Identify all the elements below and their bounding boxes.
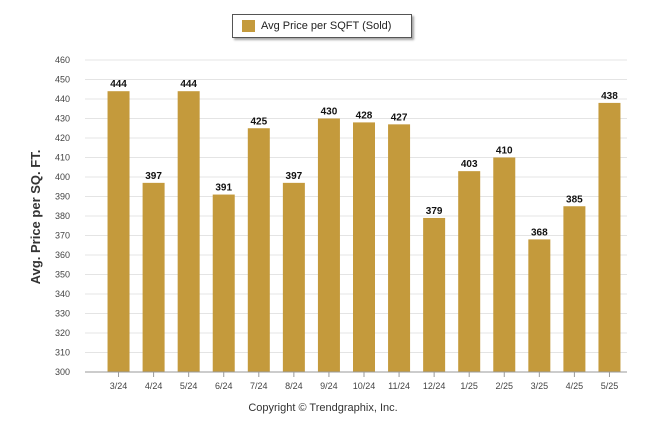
data-label: 427 <box>391 112 408 123</box>
x-tick-label: 12/24 <box>423 381 446 391</box>
bar-3-24 <box>107 91 130 372</box>
x-tick-label: 10/24 <box>353 381 376 391</box>
data-label: 397 <box>286 171 303 182</box>
data-label: 430 <box>321 107 338 118</box>
bar-5-25 <box>598 102 621 373</box>
data-label: 428 <box>356 110 373 121</box>
y-tick-label: 460 <box>55 55 70 65</box>
legend-label: Avg Price per SQFT (Sold) <box>261 20 392 32</box>
y-axis-ticks: 300 310 320 330 340 350 360 370 380 390 400 410 420 4… <box>55 55 70 377</box>
data-label: 444 <box>180 79 197 90</box>
y-tick-label: 390 <box>55 192 70 202</box>
bar-2-25 <box>493 157 516 372</box>
bar-5-24 <box>177 91 200 372</box>
y-axis-title: Avg. Price per SQ. FT. <box>28 150 43 285</box>
bar-4-25 <box>563 206 586 372</box>
data-label: 444 <box>110 79 127 90</box>
data-label: 397 <box>145 171 162 182</box>
y-tick-label: 310 <box>55 348 70 358</box>
x-tick-label: 8/24 <box>285 381 303 391</box>
data-label: 368 <box>531 227 548 238</box>
legend: Avg Price per SQFT (Sold) <box>232 14 412 38</box>
bar-12-24 <box>423 217 446 372</box>
x-tick-label: 9/24 <box>320 381 338 391</box>
x-tick-label: 1/25 <box>460 381 478 391</box>
bars: 444 397 444 391 425 397 430 428 427 379 403 410 368 3… <box>107 79 621 373</box>
y-tick-label: 370 <box>55 231 70 241</box>
y-tick-label: 400 <box>55 172 70 182</box>
x-tick-label: 3/25 <box>531 381 549 391</box>
data-label: 385 <box>566 194 583 205</box>
x-tick-label: 4/25 <box>566 381 584 391</box>
legend-swatch <box>242 20 255 32</box>
copyright-footer: Copyright © Trendgraphix, Inc. <box>248 402 398 414</box>
bar-4-24 <box>142 182 165 372</box>
x-tick-label: 11/24 <box>388 381 410 391</box>
y-tick-label: 300 <box>55 367 70 377</box>
y-tick-label: 420 <box>55 133 70 143</box>
bar-11-24 <box>388 124 411 372</box>
y-tick-label: 360 <box>55 250 70 260</box>
data-label: 379 <box>426 206 443 217</box>
x-tick-label: 6/24 <box>215 381 233 391</box>
bar-10-24 <box>353 122 375 373</box>
bar-3-25 <box>528 239 551 372</box>
y-tick-label: 430 <box>55 114 70 124</box>
bar-1-25 <box>458 171 481 372</box>
data-label: 391 <box>215 183 232 194</box>
y-tick-label: 330 <box>55 309 70 319</box>
data-label: 403 <box>461 159 478 170</box>
bar-9-24 <box>317 118 340 372</box>
y-tick-label: 350 <box>55 270 70 280</box>
x-tick-label: 2/25 <box>496 381 514 391</box>
data-label: 425 <box>250 116 267 127</box>
y-tick-label: 320 <box>55 328 70 338</box>
y-tick-label: 380 <box>55 211 70 221</box>
y-tick-label: 340 <box>55 289 70 299</box>
x-tick-label: 3/24 <box>110 381 128 391</box>
x-tick-label: 4/24 <box>145 381 163 391</box>
x-tick-label: 7/24 <box>250 381 268 391</box>
y-tick-label: 450 <box>55 75 70 85</box>
bar-6-24 <box>212 194 235 372</box>
x-axis-ticks: 3/24 4/24 5/24 6/24 7/24 8/24 9/24 10/24 11/24 12… <box>110 372 618 391</box>
data-label: 410 <box>496 146 513 157</box>
bar-8-24 <box>282 182 305 372</box>
bar-7-24 <box>247 128 270 372</box>
y-tick-label: 440 <box>55 94 70 104</box>
x-tick-label: 5/24 <box>180 381 198 391</box>
y-tick-label: 410 <box>55 153 70 163</box>
x-tick-label: 5/25 <box>601 381 619 391</box>
data-label: 438 <box>601 91 618 102</box>
